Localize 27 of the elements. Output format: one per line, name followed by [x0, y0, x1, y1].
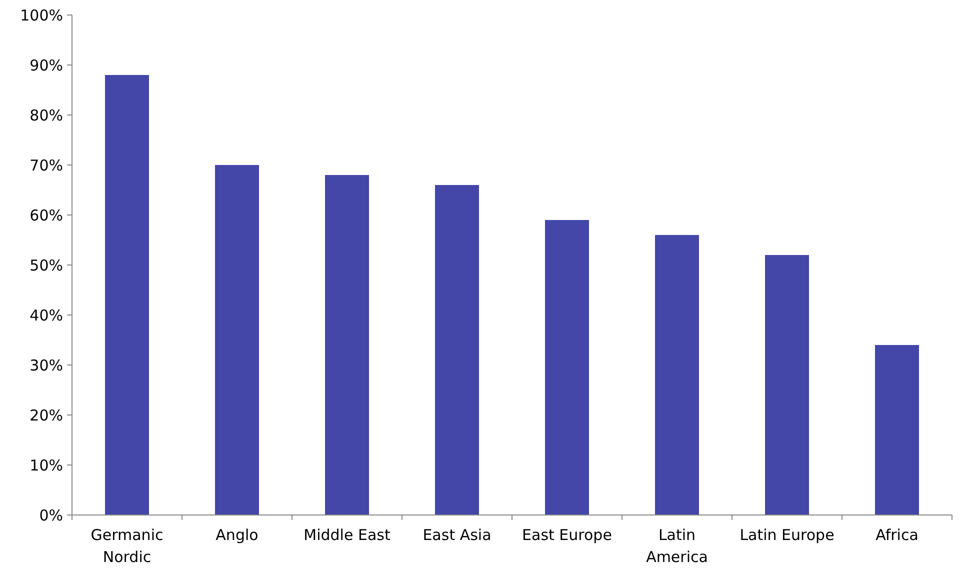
y-tick-label: 40% [30, 306, 63, 324]
y-tick-label: 60% [30, 206, 63, 224]
x-tick-label: Africa [876, 526, 918, 544]
bar [435, 185, 479, 515]
bar [655, 235, 699, 515]
bar [325, 175, 369, 515]
bar [765, 255, 809, 515]
bar [215, 165, 259, 515]
x-tick-label: Germanic Nordic [90, 526, 164, 566]
x-tick-label: Anglo [216, 526, 258, 544]
y-tick-label: 10% [30, 456, 63, 474]
y-tick-label: 100% [20, 6, 63, 24]
bar [105, 75, 149, 515]
y-tick-label: 70% [30, 156, 63, 174]
x-tick-label: East Asia [422, 526, 492, 544]
x-tick-label: Latin Europe [740, 526, 834, 544]
y-tick-label: 90% [30, 56, 63, 74]
x-tick-label: Middle East [304, 526, 390, 544]
x-tick-label: East Europe [522, 526, 612, 544]
x-tick-label: Latin America [646, 526, 708, 566]
y-tick-label: 0% [39, 506, 63, 524]
y-tick-label: 20% [30, 406, 63, 424]
bar [545, 220, 589, 515]
y-tick-label: 50% [30, 256, 63, 274]
bar [875, 345, 919, 515]
y-tick-label: 80% [30, 106, 63, 124]
y-tick-label: 30% [30, 356, 63, 374]
